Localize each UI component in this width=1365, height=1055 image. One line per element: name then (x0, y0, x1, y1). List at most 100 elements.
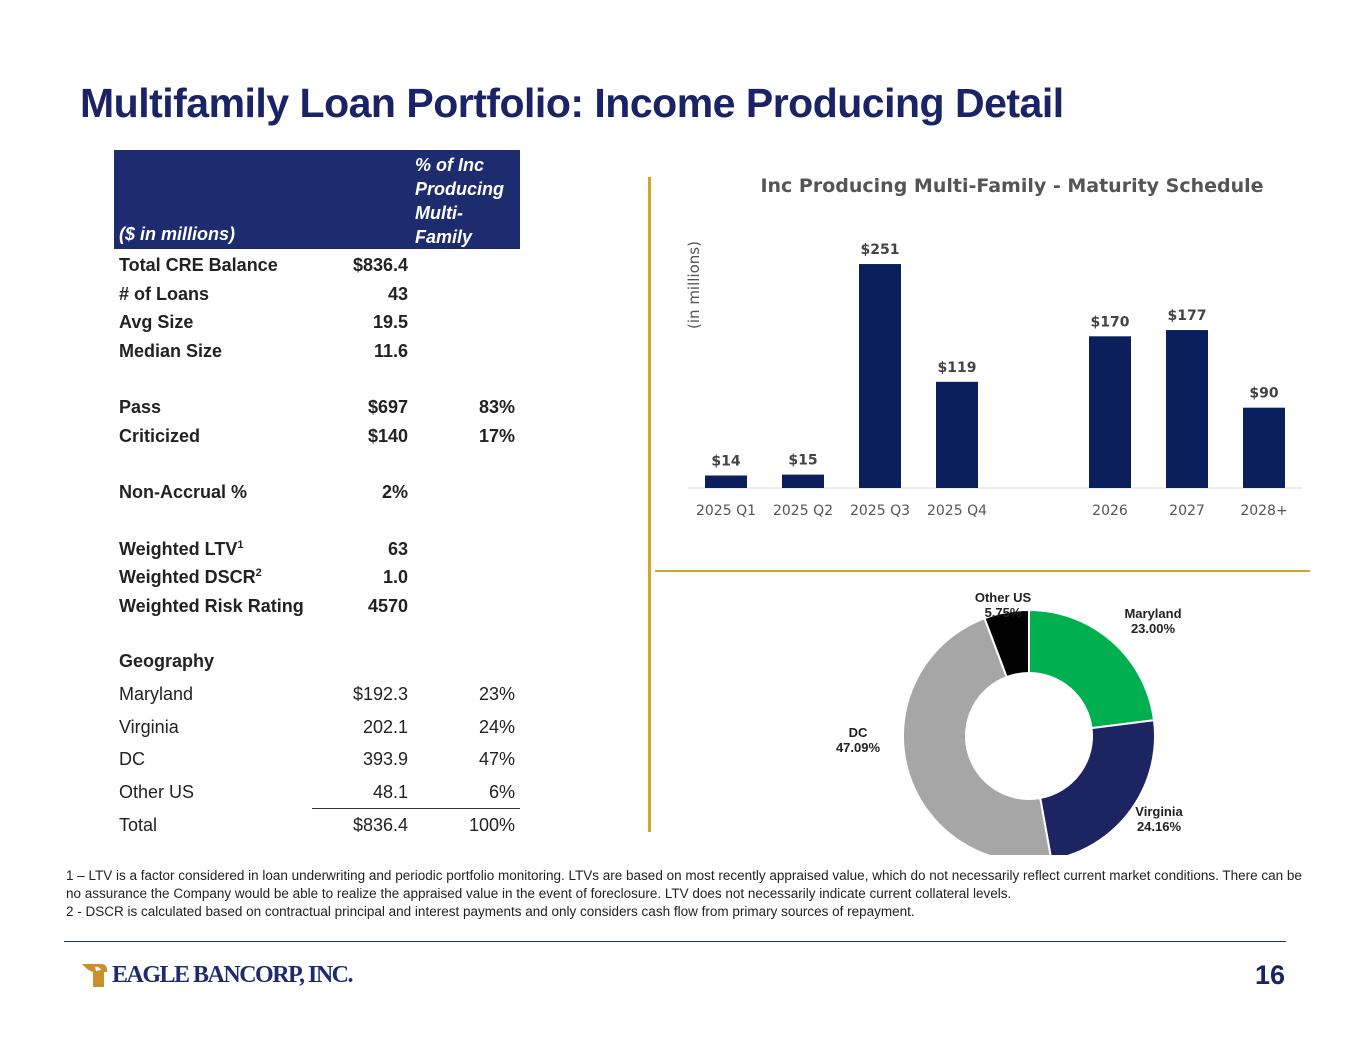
row-value: $192.3 (352, 684, 408, 704)
row-label: Weighted DSCR2 (119, 563, 262, 592)
row-dc: DC 393.9 47% (114, 743, 520, 776)
row-value: 1.0 (382, 567, 408, 587)
slice-value-label: 5.75% (985, 605, 1022, 620)
row-pct: 83% (478, 397, 515, 417)
eagle-icon (82, 964, 108, 987)
row-value: $836.4 (352, 815, 408, 835)
row-label: Virginia (119, 716, 179, 737)
header-units: ($ in millions) (119, 224, 236, 244)
bar-data-label: $15 (788, 453, 817, 469)
slice-maryland (1028, 608, 1156, 730)
x-tick-label: 2025 Q4 (927, 503, 987, 519)
slice-label: Virginia (1135, 804, 1183, 819)
slice-value-label: 23.00% (1131, 621, 1176, 636)
row-label: # of Loans (119, 283, 210, 304)
row-label: DC (119, 749, 145, 769)
slice-label: DC (849, 725, 868, 740)
header-pct-line: Producing (415, 179, 504, 199)
row-label-text: Weighted DSCR (119, 567, 256, 587)
row-total-cre-balance: Total CRE Balance $836.4 (114, 251, 520, 280)
footnote-1: 1 – LTV is a factor considered in loan u… (66, 868, 1302, 901)
row-non-accrual: Non-Accrual % 2% (114, 478, 520, 507)
slice-value-label: 47.09% (836, 740, 881, 755)
row-value: $697 (367, 397, 408, 417)
maturity-schedule-bar-chart: Inc Producing Multi-Family - Maturity Sc… (685, 175, 1302, 519)
row-label: Total (119, 815, 158, 835)
bar-data-label: $14 (711, 454, 740, 470)
row-pct: 6% (488, 781, 515, 802)
slice-label: Other US (975, 590, 1032, 605)
row-value: 202.1 (362, 716, 408, 737)
row-maryland: Maryland $192.3 23% (114, 678, 520, 711)
row-label: Avg Size (119, 312, 194, 332)
footnote-2: 2 - DSCR is calculated based on contract… (66, 904, 915, 919)
row-label: Pass (119, 397, 162, 417)
row-value: 43 (387, 283, 408, 304)
bar-2028- (1243, 407, 1285, 488)
bar-2026 (1089, 336, 1131, 488)
row-value: 4570 (367, 595, 408, 616)
row-loan-count: # of Loans 43 (114, 280, 520, 309)
header-pct-line: % of Inc (415, 155, 485, 175)
row-pct: 47% (478, 749, 515, 769)
row-label: Geography (119, 651, 215, 671)
row-label: Maryland (119, 684, 194, 704)
row-value: 2% (381, 482, 408, 502)
x-tick-label: 2026 (1092, 503, 1128, 519)
header-pct-line: Family (415, 227, 473, 247)
page-number: 16 (1254, 960, 1285, 990)
bar-data-label: $177 (1168, 308, 1207, 324)
row-weighted-dscr: Weighted DSCR2 1.0 (114, 563, 520, 592)
bar-2025-q4 (936, 381, 978, 488)
header-pct: % of Inc Producing Multi- Family (415, 153, 519, 249)
row-pct: 23% (478, 684, 515, 704)
row-pct: 17% (478, 425, 515, 446)
row-label: Non-Accrual % (119, 482, 248, 502)
slice-virginia (1039, 719, 1156, 855)
slice-label: Maryland (1124, 606, 1181, 621)
y-axis-label: (in millions) (685, 241, 703, 329)
bar-data-label: $170 (1091, 314, 1130, 330)
row-label: Criticized (119, 425, 201, 446)
row-pct: 100% (468, 815, 515, 835)
portfolio-metrics-table: ($ in millions) % of Inc Producing Multi… (114, 150, 520, 842)
row-label: Total CRE Balance (119, 255, 278, 275)
company-logo: EAGLE BANCORP, INC. (80, 960, 354, 990)
row-label: Weighted LTV1 (119, 535, 243, 564)
bar-2025-q1 (705, 475, 747, 488)
row-avg-size: Avg Size 19.5 (114, 308, 520, 337)
slide-title: Multifamily Loan Portfolio: Income Produ… (80, 80, 1064, 126)
horizontal-divider (655, 570, 1310, 572)
footnote-ref: 2 (255, 567, 262, 579)
footnotes: 1 – LTV is a factor considered in loan u… (66, 867, 1306, 921)
bar-data-label: $119 (938, 360, 977, 376)
slice-dc (902, 616, 1052, 855)
row-pct: 24% (478, 716, 515, 737)
table-header: ($ in millions) % of Inc Producing Multi… (114, 150, 520, 249)
row-value: 48.1 (372, 781, 408, 802)
bar-data-label: $251 (861, 242, 900, 258)
row-pass: Pass $697 83% (114, 393, 520, 422)
footer-divider (64, 941, 1286, 942)
slice-other-us (983, 608, 1030, 679)
row-total: Total $836.4 100% (119, 808, 520, 842)
x-tick-label: 2028+ (1240, 503, 1287, 519)
x-tick-label: 2025 Q3 (850, 503, 910, 519)
row-geography-heading: Geography (114, 644, 520, 678)
row-label-text: Weighted LTV (119, 538, 238, 559)
slice-value-label: 24.16% (1137, 819, 1182, 834)
row-value: 393.9 (362, 749, 408, 769)
row-label: Other US (119, 781, 195, 802)
x-tick-label: 2025 Q2 (773, 503, 833, 519)
row-value: 63 (387, 538, 408, 559)
row-label: Weighted Risk Rating (119, 595, 304, 616)
bar-marks: $14 2025 Q1 $15 2025 Q2 $251 2025 Q3 $119 2025 … (696, 242, 1288, 519)
row-value: $140 (367, 425, 408, 446)
row-value: 11.6 (373, 340, 408, 361)
row-criticized: Criticized $140 17% (114, 422, 520, 451)
row-virginia: Virginia 202.1 24% (114, 711, 520, 744)
row-other-us: Other US 48.1 6% (114, 776, 520, 809)
row-value: 19.5 (372, 312, 408, 332)
